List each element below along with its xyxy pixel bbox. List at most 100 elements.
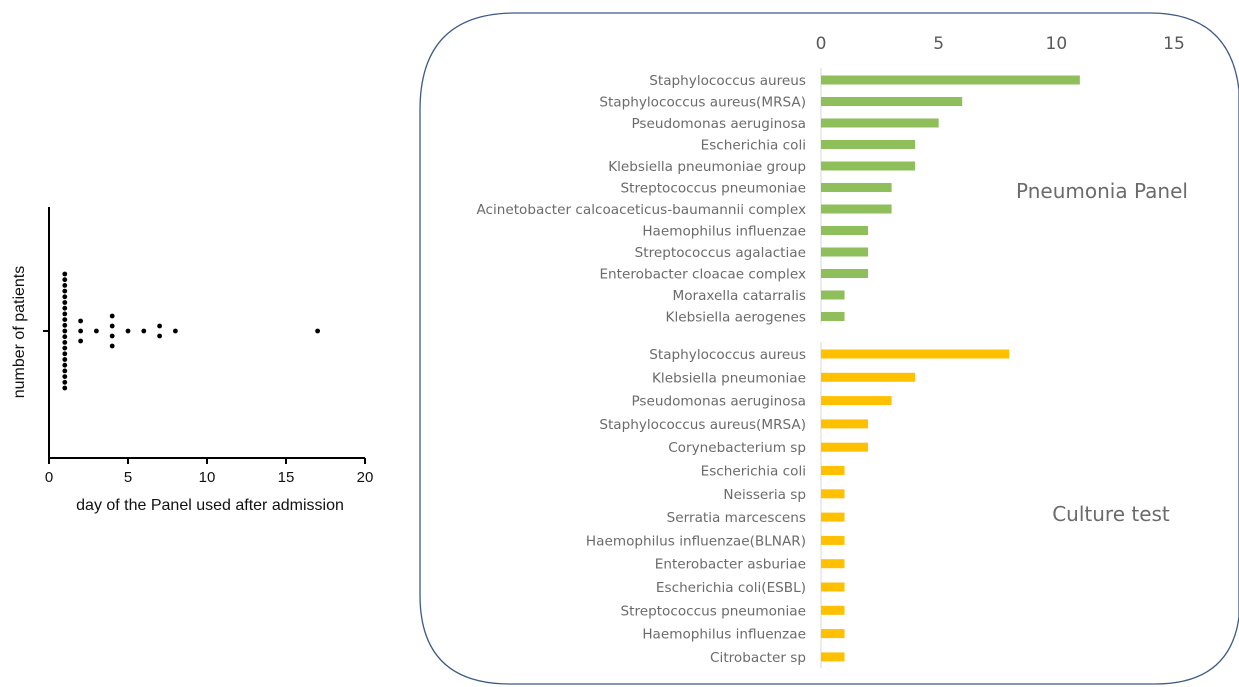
bar [821,652,845,662]
dot-point [62,345,68,351]
dot-x-tick-label: 10 [199,469,216,486]
bar-category-label: Streptococcus pneumoniae [620,181,806,197]
bar-category-label: Escherichia coli [701,138,806,154]
bar-category-label: Staphylococcus aureus(MRSA) [599,417,806,433]
bar [821,75,1080,85]
bar [821,204,892,214]
dot-point [62,328,68,334]
bar [821,226,869,235]
bar [821,605,845,615]
bar-category-label: Haemophilus influenzae(BLNAR) [586,533,806,549]
bar-category-label: Haemophilus influenzae [642,224,806,240]
dot-plot-points [62,271,320,391]
bar [821,535,845,545]
bar-category-label: Corynebacterium sp [668,440,806,456]
bar-category-label: Streptococcus pneumoniae [620,603,806,619]
bar-category-label: Staphylococcus aureus [649,347,806,363]
dot-point [62,283,68,288]
bar-category-label: Staphylococcus aureus [649,73,806,89]
bar [821,183,892,192]
dot-point [62,271,68,277]
bar-x-tick-label: 0 [816,34,827,54]
dot-point [62,334,68,340]
dot-plot-x-label: day of the Panel used after admission [76,497,344,514]
bar-category-label: Neisseria sp [723,487,806,503]
bar-category-label: Klebsiella pneumoniae group [608,159,806,175]
dot-point [109,313,115,319]
bar-x-tick-label: 5 [933,34,944,54]
bar-x-tick-label: 15 [1163,34,1185,54]
bar-chart: 0 5 10 15 Staphylococcus aureusStaphylococc… [476,34,1188,668]
bar-category-label: Pseudomonas aeruginosa [631,394,806,410]
dot-plot-y-label: number of patients [11,266,28,399]
dot-point [62,379,68,385]
bar-category-label: Serratia marcescens [667,510,806,526]
bar [821,140,916,149]
dot-point [78,338,83,344]
bar [821,97,963,106]
bar-category-label: Haemophilus influenzae [642,627,806,643]
chart-frame [419,12,1239,685]
dot-point [62,340,68,345]
bar [821,419,869,429]
bar-category-label: Enterobacter asburiae [655,557,806,573]
dot-point [94,328,99,334]
bar [821,118,939,128]
dot-point [173,328,178,334]
bar [821,372,916,382]
dot-point [62,362,68,368]
bar [821,582,845,592]
bar-category-label: Acinetobacter calcoaceticus-baumannii co… [476,202,806,218]
dot-point [62,311,68,317]
dot-x-tick-label: 0 [45,469,53,486]
dot-point [62,300,68,305]
group-label-culture-test: Culture test [1052,502,1170,526]
dot-point [157,323,163,329]
bar [821,290,845,300]
bar [821,559,845,569]
bar-category-label: Escherichia coli(ESBL) [656,580,806,596]
bar-chart-bars: Staphylococcus aureus Staphylococcus aure… [476,73,1080,666]
dot-x-tick-label: 15 [278,469,295,486]
bar-category-label: Enterobacter cloacae complex [599,267,806,283]
dot-plot-x-ticks: 0 5 10 15 20 [45,458,374,486]
bar [821,247,869,257]
bar [821,312,845,321]
dot-point [315,328,320,334]
dot-point [62,351,68,357]
dot-plot-chart: 0 5 10 15 20 day of the Panel used after adm… [11,207,373,514]
bar [821,349,1010,359]
dot-point [62,322,68,328]
dot-point [125,328,131,334]
dot-point [109,343,115,349]
bar-category-label: Moraxella catarralis [672,288,806,304]
dot-point [62,357,68,362]
dot-point [62,294,68,300]
dot-point [62,288,68,294]
bar-category-label: Pseudomonas aeruginosa [631,116,806,132]
bar-category-label: Klebsiella pneumoniae [652,370,806,386]
bar-x-tick-label: 10 [1046,34,1068,54]
bar [821,512,845,522]
bar [821,466,845,475]
dot-point [78,318,83,324]
bar-category-label: Citrobacter sp [710,650,806,666]
dot-x-tick-label: 5 [124,469,132,486]
dot-x-tick-label: 20 [357,469,374,486]
bar-category-label: Staphylococcus aureus(MRSA) [599,95,806,111]
dot-point [62,374,68,379]
dot-point [109,323,115,329]
dot-point [62,317,68,322]
bar [821,396,892,406]
bar [821,269,869,278]
bar [821,442,869,452]
dot-point [62,277,68,283]
bar-chart-x-ticks: 0 5 10 15 [816,34,1185,54]
dot-point [109,333,115,339]
dot-point [62,368,68,374]
bar-category-label: Streptococcus agalactiae [635,245,806,261]
bar-category-label: Escherichia coli [701,464,806,480]
dot-point [157,333,163,339]
bar-category-label: Klebsiella aerogenes [666,310,806,326]
